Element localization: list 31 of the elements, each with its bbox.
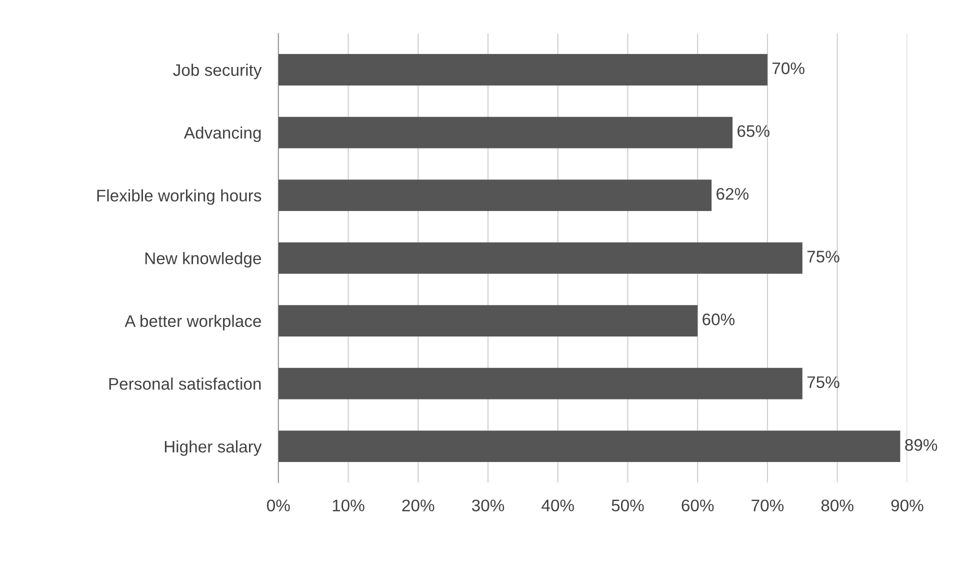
y-tick-label: Personal satisfaction [109, 378, 261, 390]
bar [278, 54, 768, 86]
x-tick-label: 30% [472, 500, 504, 512]
y-tick-label: Advancing [184, 126, 261, 142]
x-tick-label: 70% [752, 500, 784, 512]
x-tick-label: 40% [542, 500, 574, 512]
y-tick-label: Job security [173, 64, 262, 80]
x-tick-label: 60% [682, 500, 714, 512]
bar [278, 180, 712, 211]
data-label: 62% [716, 188, 749, 200]
x-tick-label: 80% [821, 500, 854, 512]
x-tick-label: 50% [612, 500, 644, 512]
data-label: 60% [702, 314, 735, 326]
data-label: 65% [738, 125, 770, 137]
bar [278, 305, 698, 337]
data-label: 75% [807, 250, 840, 263]
x-tick-label: 0% [267, 500, 290, 512]
data-label: 70% [772, 62, 804, 74]
y-tick-label: Higher salary [164, 440, 262, 456]
x-tick-label: 90% [891, 500, 924, 512]
y-tick-label: Flexible working hours [97, 189, 262, 205]
y-tick-label: New knowledge [145, 252, 261, 268]
data-label: 89% [905, 439, 938, 451]
bar [278, 368, 802, 400]
x-tick-label: 10% [332, 500, 364, 512]
data-label: 75% [807, 376, 840, 388]
bar [278, 242, 802, 274]
bar [278, 430, 900, 462]
y-tick-label: A better workplace [124, 314, 261, 330]
bar [278, 116, 733, 148]
x-tick-label: 20% [402, 500, 434, 512]
